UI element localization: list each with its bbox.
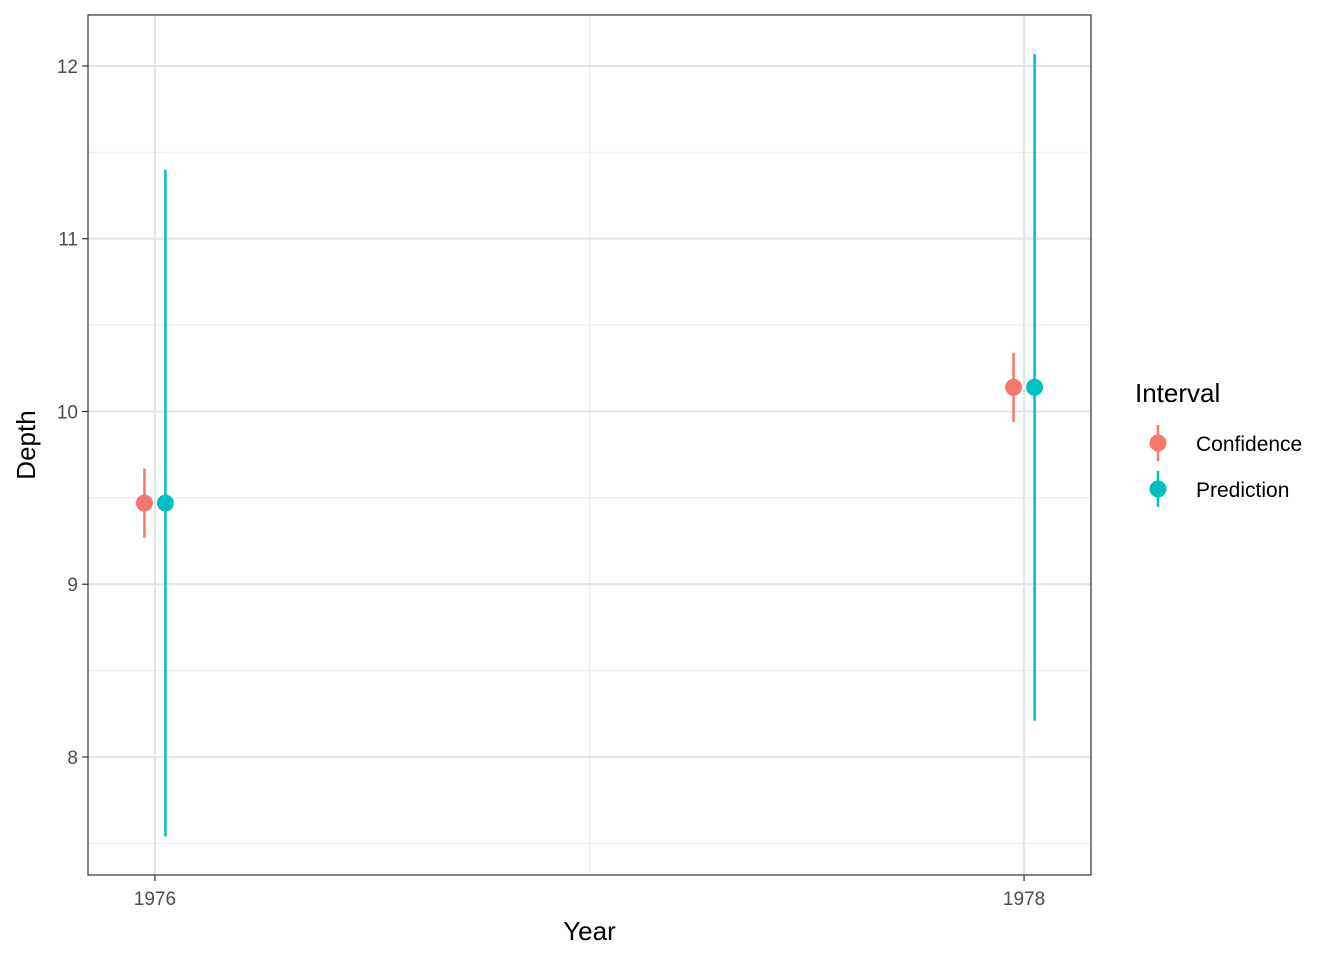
- point-prediction: [1026, 378, 1044, 396]
- x-axis-label: Year: [563, 916, 616, 946]
- legend-label: Prediction: [1196, 479, 1289, 502]
- point-prediction: [156, 494, 174, 512]
- y-axis-label: Depth: [11, 410, 41, 479]
- legend: Interval Confidence Prediction: [1135, 378, 1302, 507]
- point-confidence: [135, 494, 153, 512]
- y-tick-label: 9: [67, 575, 78, 596]
- grid: [88, 15, 1091, 875]
- y-tick-label: 10: [57, 402, 78, 423]
- legend-label: Confidence: [1196, 433, 1302, 456]
- point-confidence: [1005, 378, 1023, 396]
- legend-key-point: [1149, 480, 1167, 498]
- legend-title: Interval: [1135, 378, 1220, 408]
- y-tick-label: 8: [67, 748, 78, 769]
- x-tick-label: 1976: [134, 889, 176, 910]
- x-tick-label: 1978: [1003, 889, 1045, 910]
- y-tick-label: 11: [58, 230, 78, 251]
- legend-key-point: [1149, 434, 1167, 452]
- panel-border: [87, 14, 1092, 876]
- marks: [135, 53, 1044, 837]
- y-tick-label: 12: [57, 57, 78, 78]
- axes: 8 9 10 11 12 1976 1978: [57, 57, 1045, 910]
